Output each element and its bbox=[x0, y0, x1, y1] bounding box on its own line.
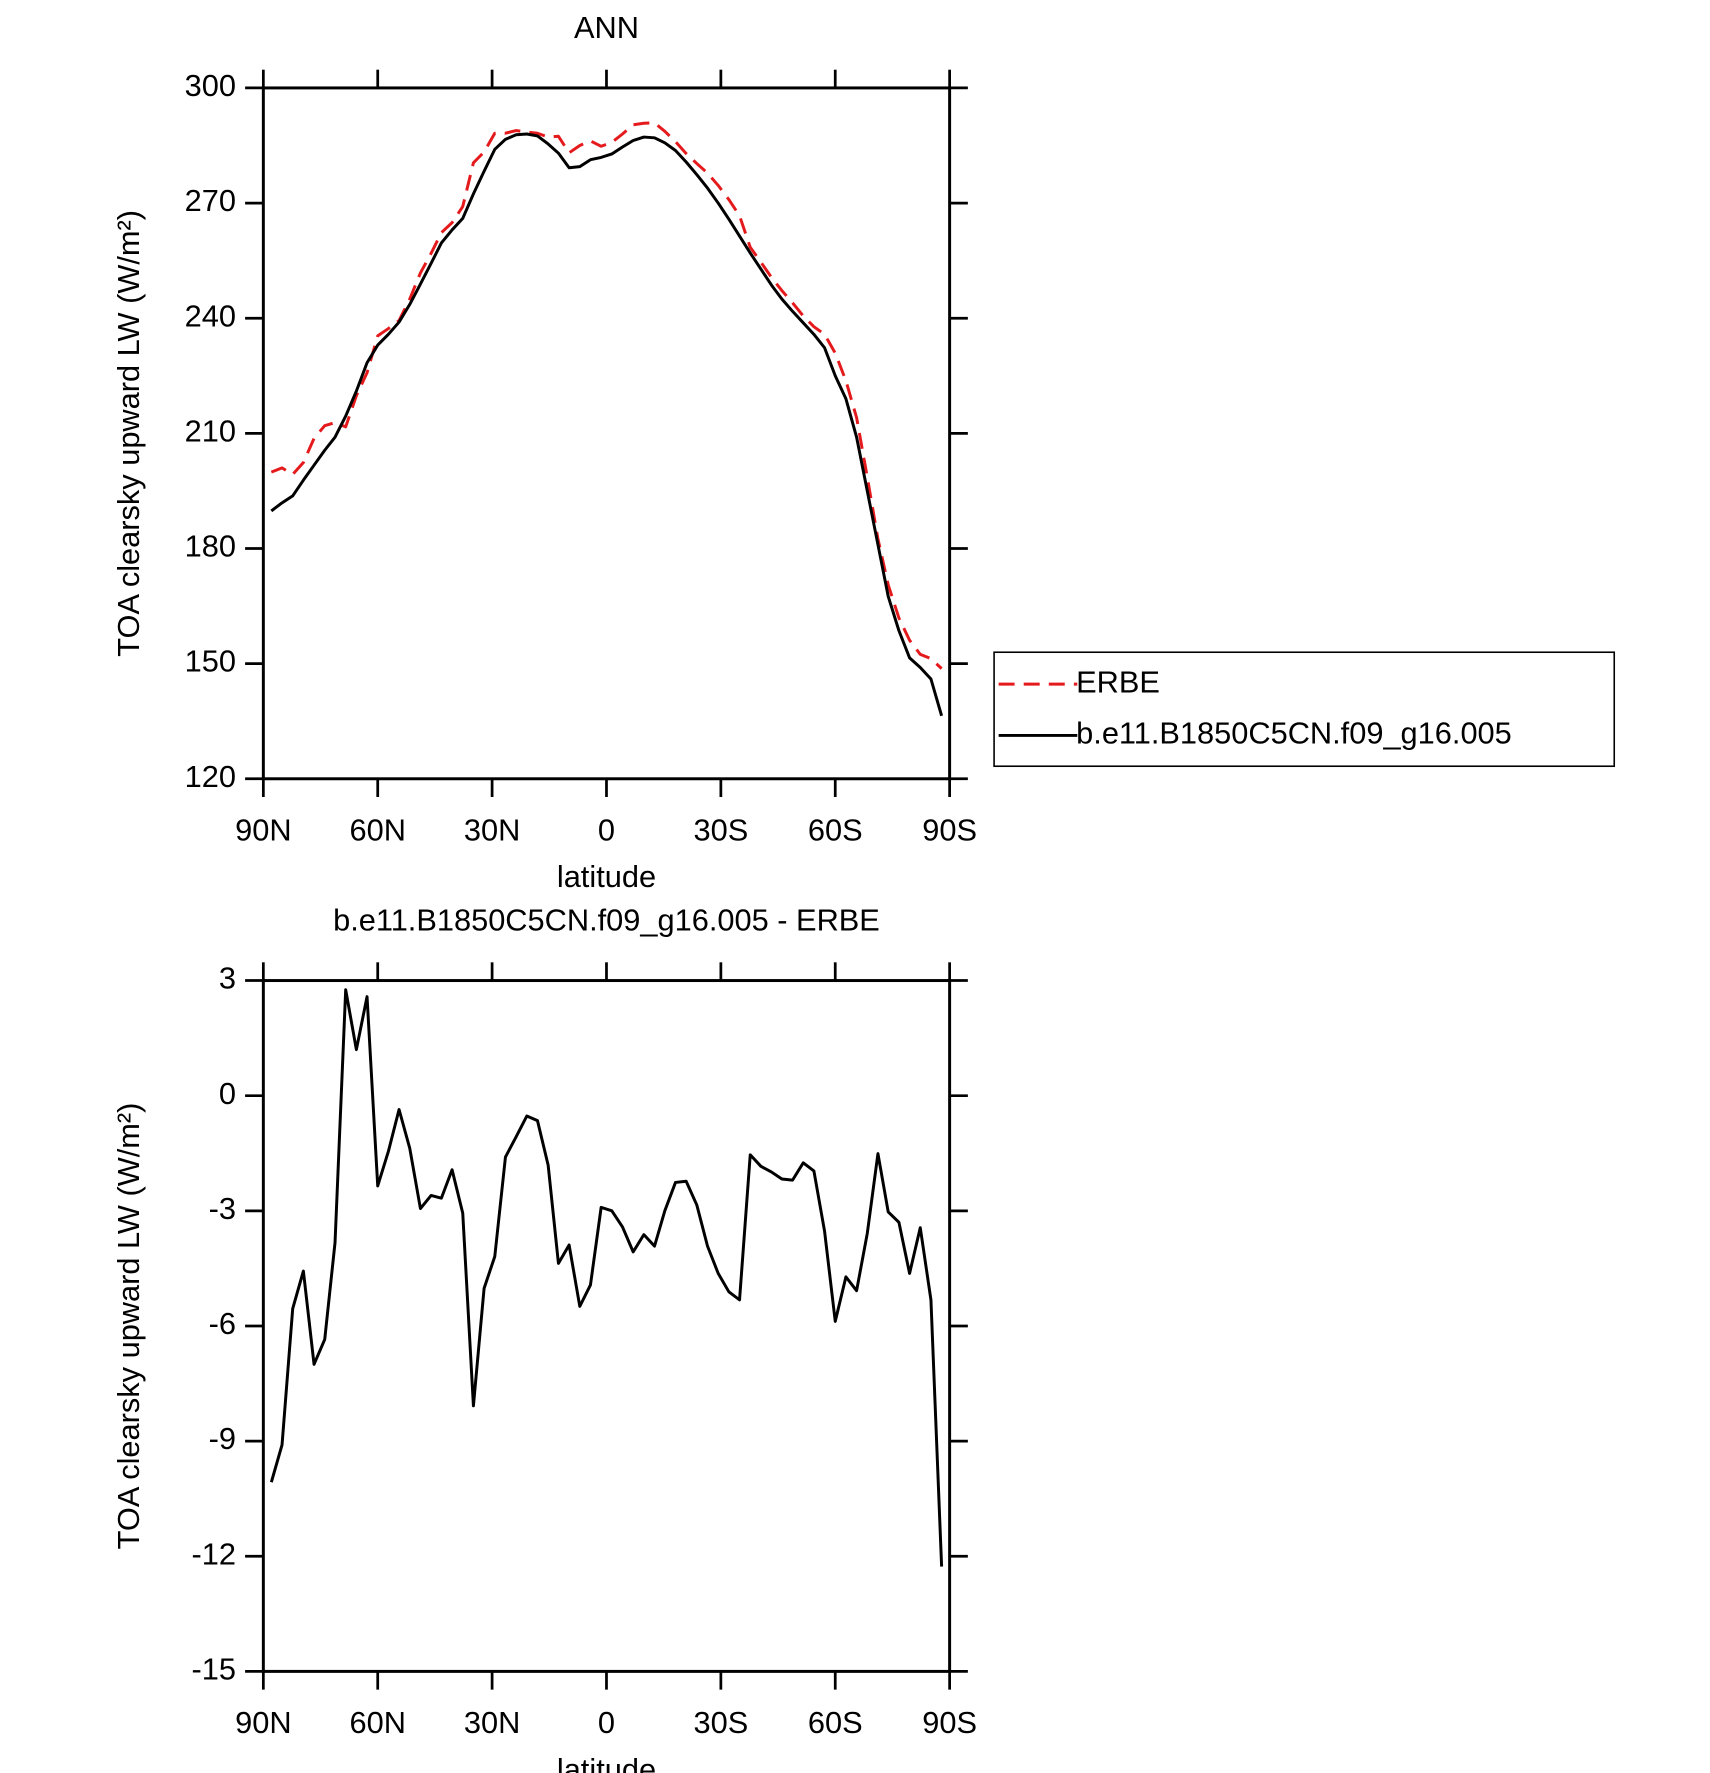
y-tick-label: 270 bbox=[185, 183, 236, 218]
legend-label: ERBE bbox=[1076, 664, 1160, 699]
y-tick-label: -9 bbox=[209, 1421, 236, 1456]
y-tick-label: 180 bbox=[185, 529, 236, 564]
plot-frame bbox=[261, 979, 952, 1673]
y-tick-label: -3 bbox=[209, 1191, 236, 1226]
x-tick-label: 60N bbox=[349, 1705, 405, 1740]
x-tick-label: 30N bbox=[464, 1705, 520, 1740]
y-axis-label: TOA clearsky upward LW (W/m²) bbox=[111, 210, 146, 657]
y-tick-label: 300 bbox=[185, 68, 236, 103]
y-tick-label: 210 bbox=[185, 413, 236, 448]
x-tick-label: 90S bbox=[922, 1705, 977, 1740]
x-tick-label: 0 bbox=[598, 812, 615, 847]
plot-frame bbox=[261, 86, 952, 781]
data-line bbox=[270, 121, 943, 670]
x-axis-label: latitude bbox=[557, 859, 656, 894]
y-tick-label: 0 bbox=[219, 1076, 236, 1111]
x-tick-label: 30N bbox=[464, 812, 520, 847]
x-tick-label: 90N bbox=[235, 1705, 291, 1740]
x-tick-label: 30S bbox=[693, 812, 748, 847]
y-axis-label: TOA clearsky upward LW (W/m²) bbox=[111, 1103, 146, 1550]
y-tick-label: -15 bbox=[192, 1652, 236, 1687]
x-tick-label: 60S bbox=[808, 1705, 863, 1740]
y-tick-label: 3 bbox=[219, 961, 236, 996]
x-axis-label: latitude bbox=[557, 1752, 656, 1773]
chart-title: b.e11.B1850C5CN.f09_g16.005 - ERBE bbox=[333, 903, 880, 938]
data-line bbox=[270, 132, 944, 717]
legend-label: b.e11.B1850C5CN.f09_g16.005 bbox=[1076, 716, 1512, 751]
x-tick-label: 90S bbox=[922, 812, 977, 847]
x-tick-label: 60N bbox=[349, 812, 405, 847]
legend-box bbox=[993, 651, 1616, 768]
y-tick-label: 120 bbox=[185, 759, 236, 794]
chart-title: ANN bbox=[574, 10, 639, 45]
y-tick-label: -6 bbox=[209, 1306, 236, 1341]
data-line bbox=[269, 988, 944, 1567]
x-tick-label: 90N bbox=[235, 812, 291, 847]
y-tick-label: 150 bbox=[185, 644, 236, 679]
x-tick-label: 60S bbox=[808, 812, 863, 847]
x-tick-label: 30S bbox=[693, 1705, 748, 1740]
y-tick-label: -12 bbox=[192, 1536, 236, 1571]
x-tick-label: 0 bbox=[598, 1705, 615, 1740]
y-tick-label: 240 bbox=[185, 298, 236, 333]
